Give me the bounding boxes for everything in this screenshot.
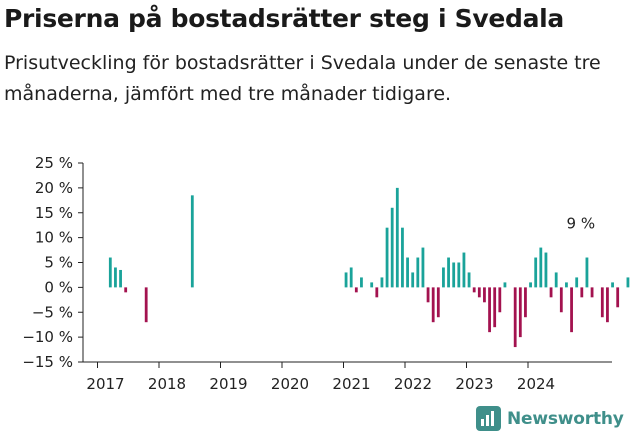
bar: [375, 287, 379, 298]
x-tick-label: 2018: [148, 375, 186, 393]
bar: [370, 282, 374, 288]
bar: [124, 287, 128, 293]
bar: [518, 287, 522, 338]
x-tick-label: 2017: [86, 375, 124, 393]
bar: [539, 247, 543, 288]
bar: [477, 287, 481, 298]
x-tick-label: 2024: [517, 375, 555, 393]
bars-layer: [108, 187, 630, 348]
bar: [570, 287, 573, 333]
brand-logo: Newsworthy: [476, 406, 624, 431]
x-tick-label: 2019: [209, 375, 247, 393]
bar: [190, 195, 194, 288]
axis-layer: 25 % 20 % 15 % 10 % 5 % 0 % −5 % −10 % −15 % 2017…: [22, 154, 612, 393]
bar: [503, 282, 507, 288]
bar: [534, 257, 538, 288]
bar: [452, 262, 456, 288]
bar: [600, 287, 604, 318]
x-tick-label: 2021: [332, 375, 370, 393]
bar: [401, 227, 404, 288]
bar: [395, 187, 399, 288]
y-tick-label: −5 %: [32, 303, 73, 321]
bar: [416, 257, 420, 288]
bar: [606, 287, 609, 323]
bar: [360, 277, 363, 288]
bar: [498, 287, 502, 313]
bar: [585, 257, 589, 288]
bar: [575, 277, 579, 288]
bar: [483, 287, 486, 303]
y-tick-label: 15 %: [35, 204, 73, 222]
bar: [513, 287, 517, 348]
bar: [114, 267, 117, 288]
bar: [426, 287, 430, 303]
last-value-annotation: 9 %: [567, 215, 596, 233]
y-tick-label: −15 %: [22, 353, 73, 371]
chart-title: Priserna på bostadsrätter steg i Svedala: [4, 4, 564, 33]
bar: [108, 257, 112, 288]
y-tick-label: 0 %: [44, 278, 73, 296]
bar: [144, 287, 148, 323]
bar: [119, 269, 122, 288]
bar: [524, 287, 527, 318]
bar: [385, 227, 389, 288]
bar: [529, 282, 532, 288]
chart-subtitle: Prisutveckling för bostadsrätter i Sveda…: [4, 52, 601, 105]
y-tick-label: −10 %: [22, 328, 73, 346]
bar: [344, 272, 348, 288]
y-tick-label: 20 %: [35, 179, 73, 197]
bar: [590, 287, 594, 298]
bar: [472, 287, 476, 293]
bar: [442, 267, 445, 288]
x-tick-label: 2023: [455, 375, 493, 393]
bar: [354, 287, 358, 293]
bar: [380, 277, 384, 288]
bar: [616, 287, 620, 308]
bar: [544, 252, 548, 288]
y-tick-label: 5 %: [44, 254, 73, 272]
x-tick-label: 2020: [271, 375, 309, 393]
bar: [349, 267, 353, 288]
bar: [626, 277, 630, 288]
bar: [559, 287, 563, 313]
x-tick-label: 2022: [394, 375, 432, 393]
bar: [436, 287, 440, 318]
bar: [457, 262, 461, 288]
y-tick-label: 10 %: [35, 229, 73, 247]
y-tick-label: 25 %: [35, 154, 73, 172]
bar: [488, 287, 491, 333]
bar: [549, 287, 553, 298]
bar: [611, 282, 614, 288]
bar: [447, 257, 450, 288]
bar: [390, 207, 394, 288]
bar: [421, 247, 425, 288]
label-layer: 9 %: [567, 215, 596, 233]
bar: [431, 287, 435, 323]
bar: [554, 272, 558, 288]
bar: [411, 272, 415, 288]
brand-name: Newsworthy: [507, 408, 624, 429]
bar: [580, 287, 584, 298]
bar: [462, 252, 466, 288]
bar: [406, 257, 409, 288]
bar: [565, 282, 568, 288]
bar: [493, 287, 497, 328]
newsworthy-logo-icon: [476, 406, 501, 431]
bar: [467, 272, 471, 288]
